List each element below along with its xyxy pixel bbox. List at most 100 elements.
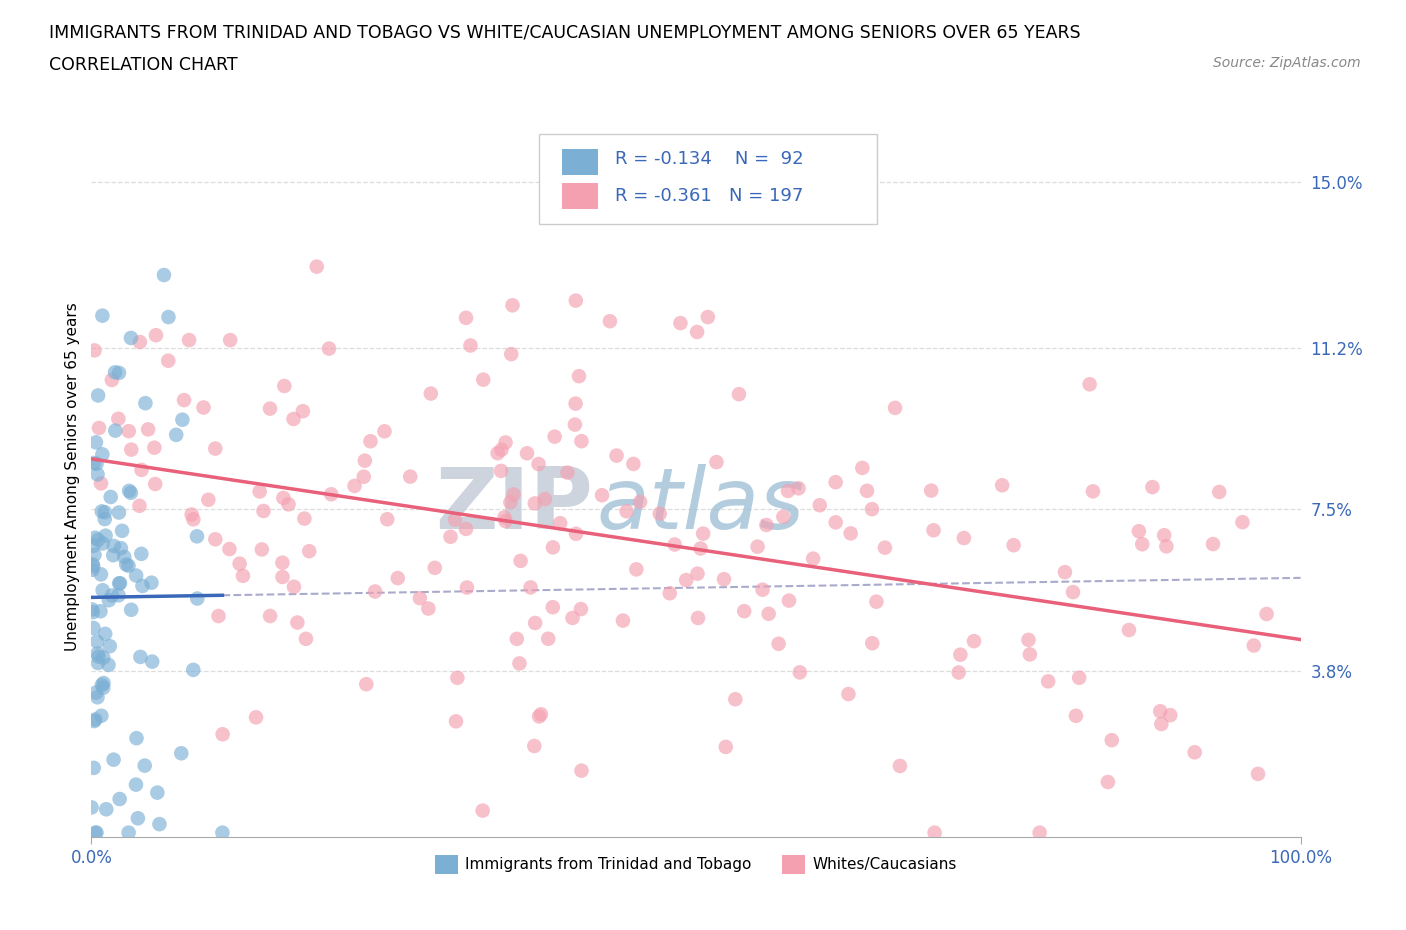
Point [87, 656, 110, 671]
Point [1159, 708, 1181, 723]
Point [87, 649, 110, 664]
Point [373, 424, 395, 439]
Point [471, 804, 494, 818]
Point [108, 576, 131, 591]
Point [83, 456, 105, 471]
Point [444, 714, 467, 729]
Point [561, 610, 583, 625]
Point [495, 513, 517, 528]
Point [860, 636, 883, 651]
Point [768, 636, 790, 651]
Point [519, 580, 541, 595]
Point [616, 504, 638, 519]
Point [94, 528, 117, 543]
Point [776, 484, 799, 498]
Point [495, 435, 517, 450]
Point [129, 649, 152, 664]
Point [626, 562, 648, 577]
Point [419, 386, 441, 401]
Point [136, 422, 159, 437]
Point [1017, 632, 1039, 647]
Point [197, 492, 219, 507]
FancyBboxPatch shape [562, 149, 598, 175]
Point [120, 330, 142, 345]
Point [856, 484, 879, 498]
Point [1247, 766, 1270, 781]
Point [1202, 537, 1225, 551]
Point [211, 727, 233, 742]
Point [186, 591, 208, 606]
Point [271, 569, 294, 584]
Point [125, 777, 148, 792]
Point [1101, 733, 1123, 748]
Point [439, 529, 461, 544]
Point [134, 758, 156, 773]
Point [501, 347, 523, 362]
Point [1002, 538, 1025, 552]
Point [456, 580, 478, 595]
Point [183, 512, 205, 526]
Point [454, 311, 477, 325]
Point [506, 631, 529, 646]
Point [747, 539, 769, 554]
Point [104, 365, 127, 379]
Point [837, 686, 859, 701]
Point [353, 470, 375, 485]
Point [839, 526, 862, 541]
Point [851, 460, 873, 475]
Text: ZIP: ZIP [436, 464, 593, 547]
Point [359, 433, 381, 448]
Point [294, 512, 316, 526]
Point [87, 420, 110, 435]
Point [523, 496, 546, 511]
Point [143, 476, 166, 491]
Y-axis label: Unemployment Among Seniors over 65 years: Unemployment Among Seniors over 65 years [65, 302, 80, 651]
Point [80, 800, 103, 815]
Point [884, 401, 907, 416]
Point [530, 707, 553, 722]
Point [181, 662, 204, 677]
Point [91, 536, 114, 551]
Point [865, 594, 887, 609]
Point [963, 633, 986, 648]
Point [128, 498, 150, 513]
Point [98, 639, 121, 654]
Point [409, 591, 432, 605]
Point [664, 537, 686, 551]
Point [599, 313, 621, 328]
Point [84, 435, 107, 450]
Point [591, 488, 613, 503]
Point [125, 568, 148, 583]
Point [418, 601, 440, 616]
Point [568, 368, 591, 383]
Point [787, 481, 810, 496]
Point [101, 588, 124, 603]
Point [472, 372, 495, 387]
Point [1153, 528, 1175, 543]
Point [172, 412, 194, 427]
Point [82, 620, 104, 635]
Point [104, 423, 127, 438]
Legend: Immigrants from Trinidad and Tobago, Whites/Caucasians: Immigrants from Trinidad and Tobago, Whi… [429, 849, 963, 880]
Point [94, 505, 117, 520]
Point [565, 526, 588, 541]
Point [454, 522, 477, 537]
Point [108, 365, 131, 380]
Point [295, 631, 318, 646]
Point [1150, 716, 1173, 731]
Point [824, 474, 846, 489]
Point [157, 353, 180, 368]
Point [107, 411, 129, 426]
Point [564, 418, 586, 432]
Point [399, 470, 422, 485]
Point [1232, 514, 1254, 529]
Point [1128, 524, 1150, 538]
Point [706, 455, 728, 470]
Text: Source: ZipAtlas.com: Source: ZipAtlas.com [1213, 56, 1361, 70]
Point [112, 550, 135, 565]
Point [90, 709, 112, 724]
Point [569, 602, 592, 617]
Point [90, 567, 112, 582]
Point [1156, 538, 1178, 553]
Point [571, 433, 593, 448]
